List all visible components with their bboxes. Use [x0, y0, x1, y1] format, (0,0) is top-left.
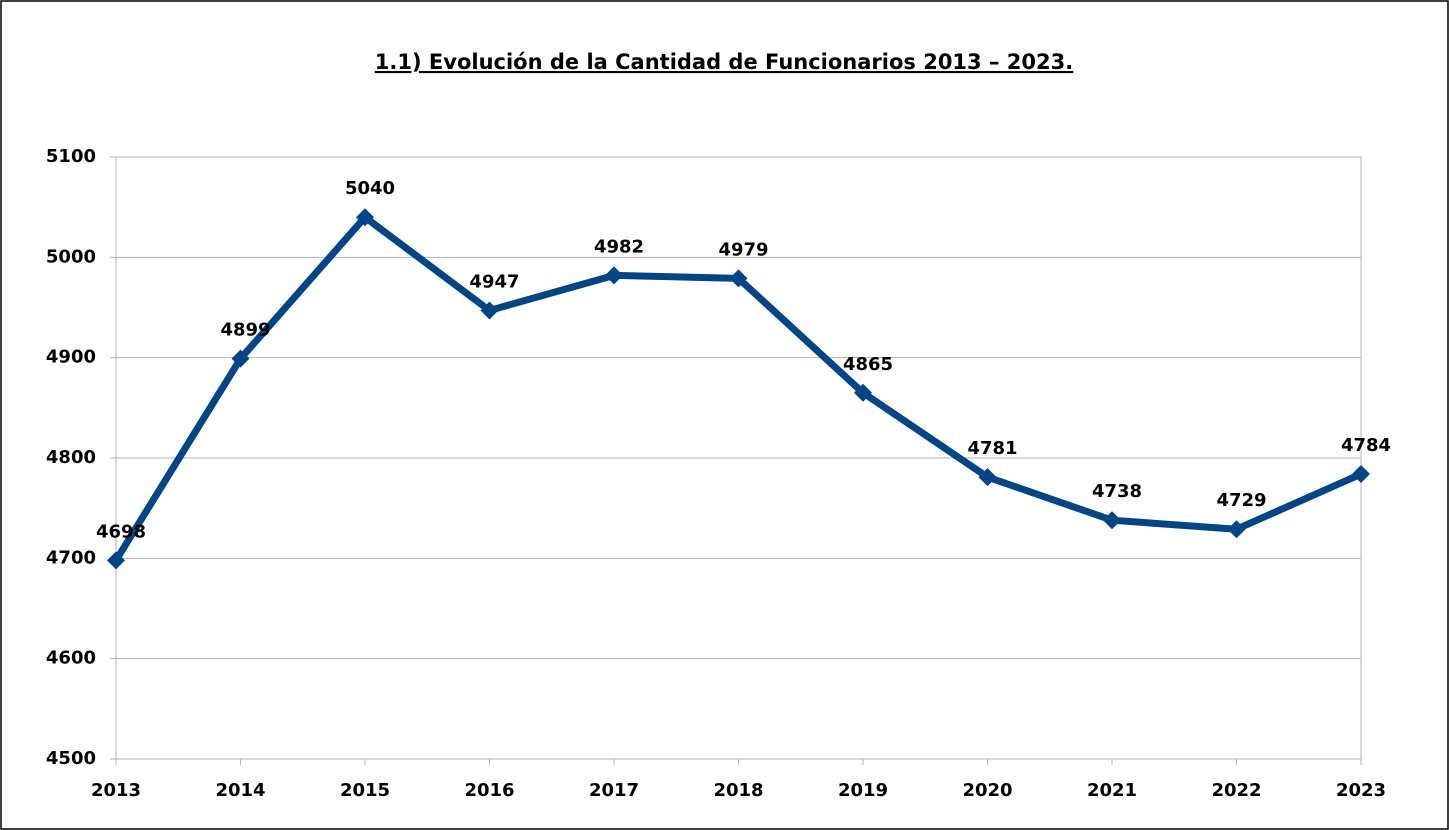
data-label: 4979 — [718, 239, 768, 260]
data-label: 4784 — [1341, 435, 1391, 456]
data-label: 5040 — [345, 178, 395, 199]
marker — [978, 468, 997, 487]
marker — [231, 349, 250, 368]
marker — [1227, 520, 1246, 539]
x-tick-label: 2020 — [962, 780, 1012, 801]
x-tick-label: 2016 — [464, 780, 514, 801]
data-label: 4781 — [967, 438, 1017, 459]
x-tick-label: 2017 — [589, 780, 639, 801]
y-tick-label: 4800 — [46, 447, 96, 468]
marker — [854, 383, 872, 402]
marker — [605, 266, 623, 285]
data-label: 4947 — [469, 272, 519, 293]
y-tick-label: 4500 — [46, 748, 96, 769]
x-tick-label: 2013 — [91, 780, 141, 801]
x-tick-label: 2019 — [838, 780, 888, 801]
marker — [729, 269, 748, 288]
y-tick-label: 5000 — [46, 246, 96, 267]
x-tick-label: 2021 — [1087, 780, 1137, 801]
marker — [480, 301, 499, 320]
x-tick-label: 2014 — [215, 780, 265, 801]
data-label: 4982 — [594, 236, 644, 257]
data-label: 4698 — [96, 521, 146, 542]
marker — [1103, 511, 1121, 530]
chart-title: 1.1) Evolución de la Cantidad de Funcion… — [375, 50, 1073, 74]
x-tick-label: 2022 — [1211, 780, 1261, 801]
data-label: 4738 — [1092, 481, 1142, 502]
y-tick-label: 4600 — [46, 648, 96, 669]
y-tick-label: 4900 — [46, 347, 96, 368]
data-label: 4729 — [1216, 490, 1266, 511]
marker — [356, 208, 374, 227]
marker — [1352, 465, 1370, 484]
data-label: 4899 — [220, 320, 270, 341]
y-tick-label: 5100 — [46, 146, 96, 167]
marker — [107, 551, 125, 570]
data-label: 4865 — [843, 354, 893, 375]
x-tick-label: 2018 — [713, 780, 763, 801]
x-tick-label: 2015 — [340, 780, 390, 801]
y-tick-label: 4700 — [46, 547, 96, 568]
x-tick-label: 2023 — [1336, 780, 1386, 801]
